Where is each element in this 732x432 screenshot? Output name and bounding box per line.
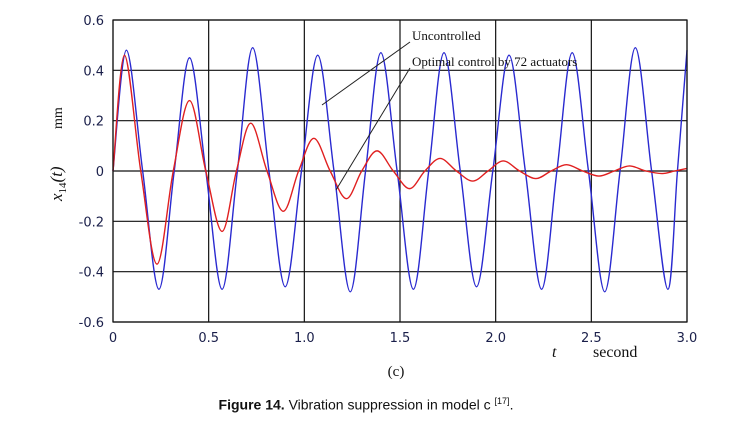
caption-end: . <box>509 396 514 413</box>
caption-text: Vibration suppression in model c <box>284 396 495 413</box>
xlabel-unit: second <box>593 344 637 361</box>
plot-frame <box>112 19 688 323</box>
caption-ref: [17] <box>494 396 510 406</box>
annotation-uncontrolled: Uncontrolled <box>412 28 481 43</box>
x-tick-label: 2.5 <box>581 331 602 346</box>
ylabel-symbol: x <box>47 193 66 202</box>
ylabel-arg: (t) <box>47 166 66 182</box>
series-group <box>112 46 688 293</box>
svg-text:x14(t): x14(t) <box>47 166 69 202</box>
annotation-controlled: Optimal control by 72 actuators <box>412 54 577 69</box>
annotation-leader-controlled <box>335 67 411 191</box>
series-line-uncontrolled <box>112 46 688 293</box>
x-tick-label: 0.5 <box>198 331 219 346</box>
x-tick-label: 3.0 <box>677 331 698 346</box>
x-tick-label: 1.5 <box>390 331 411 346</box>
y-tick-label: -0.6 <box>79 316 104 331</box>
y-axis-label: x14(t) mm <box>47 107 69 202</box>
figure-caption: Figure 14. Vibration suppression in mode… <box>0 396 732 413</box>
x-tick-label: 1.0 <box>294 331 315 346</box>
y-tick-label: 0 <box>96 165 104 180</box>
y-tick-labels: 0.6 0.4 0.2 0 -0.2 -0.4 -0.6 <box>79 14 104 331</box>
xlabel-symbol: t <box>552 344 557 361</box>
y-tick-label: -0.2 <box>79 215 104 230</box>
x-tick-label: 2.0 <box>485 331 506 346</box>
y-tick-label: 0.4 <box>83 64 104 79</box>
annotation-leader-uncontrolled <box>321 41 411 106</box>
caption-label: Figure 14. <box>218 396 285 413</box>
ylabel-unit: mm <box>51 107 66 129</box>
y-tick-label: -0.4 <box>79 266 104 281</box>
ylabel-subscript: 14 <box>57 182 69 194</box>
x-tick-labels: 0 0.5 1.0 1.5 2.0 2.5 3.0 <box>109 331 697 346</box>
series-line-controlled <box>112 54 688 265</box>
panel-label: (c) <box>388 364 405 380</box>
y-tick-label: 0.2 <box>83 115 104 130</box>
y-tick-label: 0.6 <box>83 14 104 29</box>
x-tick-label: 0 <box>109 331 117 346</box>
